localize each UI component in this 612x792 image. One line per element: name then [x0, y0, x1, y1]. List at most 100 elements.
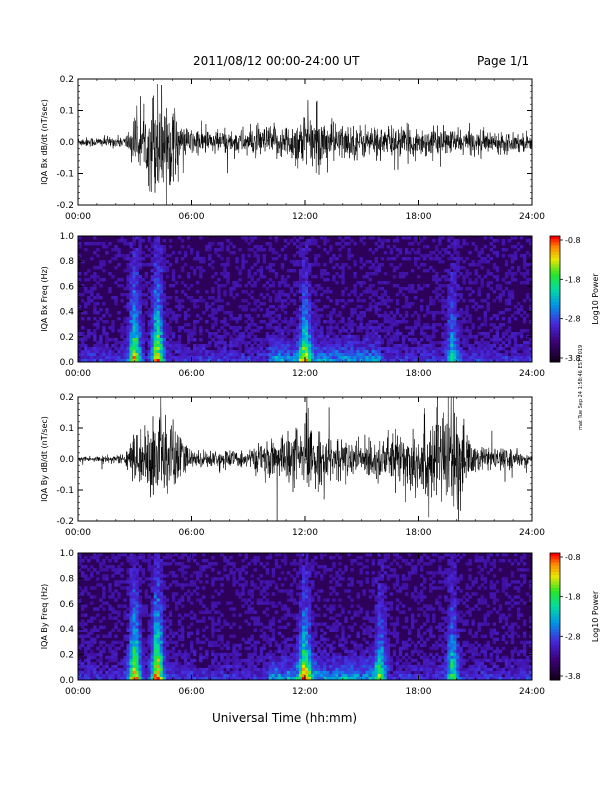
- heatmap-cell: [202, 604, 206, 608]
- heatmap-cell: [389, 317, 394, 321]
- heatmap-cell: [513, 347, 518, 351]
- heatmap-cell: [513, 356, 518, 360]
- heatmap-cell: [480, 332, 484, 336]
- heatmap-cell: [144, 655, 148, 660]
- heatmap-cell: [262, 314, 266, 318]
- heatmap-cell: [165, 586, 170, 590]
- heatmap-cell: [462, 275, 466, 279]
- heatmap-cell: [456, 284, 460, 288]
- heatmap-cell: [150, 619, 154, 623]
- heatmap-cell: [126, 308, 130, 312]
- heatmap-cell: [196, 577, 200, 581]
- heatmap-cell: [156, 308, 161, 312]
- heatmap-cell: [183, 350, 188, 354]
- heatmap-cell: [214, 335, 218, 339]
- heatmap-cell: [217, 248, 221, 252]
- heatmap-cell: [362, 341, 366, 345]
- series-line: [77, 396, 533, 522]
- heatmap-cell: [177, 302, 182, 306]
- heatmap-cell: [196, 347, 200, 351]
- heatmap-cell: [338, 341, 342, 345]
- heatmap-cell: [444, 311, 448, 315]
- heatmap-cell: [177, 359, 182, 363]
- colorbar-tick-label: -0.8: [565, 236, 581, 245]
- heatmap-cell: [417, 314, 421, 318]
- heatmap-cell: [247, 652, 251, 657]
- heatmap-cell: [199, 646, 203, 651]
- heatmap-cell: [153, 595, 158, 599]
- heatmap-cell: [141, 251, 145, 255]
- heatmap-cell: [519, 305, 524, 309]
- heatmap-cell: [174, 574, 179, 578]
- heatmap-cell: [462, 311, 466, 315]
- heatmap-cell: [368, 332, 372, 336]
- heatmap-cell: [371, 320, 375, 324]
- heatmap-cell: [398, 287, 403, 291]
- heatmap-cell: [253, 359, 257, 363]
- heatmap-cell: [159, 320, 164, 324]
- heatmap-cell: [271, 248, 276, 252]
- heatmap-cell: [525, 269, 530, 273]
- heatmap-cell: [268, 341, 273, 345]
- heatmap-cell: [147, 326, 151, 330]
- heatmap-cell: [347, 359, 351, 363]
- heatmap-cell: [486, 341, 490, 345]
- heatmap-cell: [347, 350, 351, 354]
- heatmap-cell: [208, 350, 212, 354]
- heatmap-cell: [165, 335, 170, 339]
- heatmap-cell: [235, 329, 239, 333]
- heatmap-cell: [132, 637, 136, 642]
- heatmap-cell: [150, 320, 154, 324]
- heatmap-cell: [432, 344, 436, 348]
- heatmap-cell: [229, 353, 233, 357]
- heatmap-cell: [323, 263, 327, 267]
- heatmap-cell: [156, 293, 161, 297]
- heatmap-cell: [129, 616, 133, 620]
- x-tick-label: 18:00: [406, 369, 432, 379]
- heatmap-cell: [153, 631, 158, 635]
- heatmap-cell: [323, 341, 327, 345]
- heatmap-cell: [129, 260, 133, 264]
- heatmap-cell: [162, 257, 167, 261]
- heatmap-cell: [84, 670, 88, 675]
- heatmap-cell: [208, 640, 212, 645]
- heatmap-cell: [395, 359, 400, 363]
- heatmap-cell: [126, 559, 130, 563]
- heatmap-cell: [138, 236, 142, 240]
- heatmap-cell: [259, 275, 263, 279]
- heatmap-cell: [81, 311, 85, 315]
- heatmap-cell: [171, 640, 176, 645]
- heatmap-cell: [138, 338, 142, 342]
- heatmap-cell: [153, 245, 158, 249]
- heatmap-cell: [126, 317, 130, 321]
- heatmap-cell: [220, 634, 224, 638]
- heatmap-cell: [177, 338, 182, 342]
- heatmap-cell: [99, 338, 103, 342]
- heatmap-cell: [247, 604, 251, 608]
- heatmap-cell: [144, 332, 148, 336]
- heatmap-cell: [168, 610, 173, 614]
- heatmap-cell: [356, 305, 360, 309]
- heatmap-cell: [211, 308, 215, 312]
- colorbar-swatch: [550, 299, 560, 303]
- heatmap-cell: [214, 353, 218, 357]
- heatmap-cell: [120, 344, 124, 348]
- heatmap-cell: [183, 655, 188, 660]
- heatmap-cell: [489, 257, 493, 261]
- heatmap-cell: [159, 664, 164, 669]
- heatmap-cell: [138, 293, 142, 297]
- heatmap-cell: [498, 323, 503, 327]
- heatmap-cell: [183, 356, 188, 360]
- heatmap-cell: [153, 589, 158, 593]
- heatmap-cell: [153, 619, 158, 623]
- heatmap-cell: [465, 359, 469, 363]
- heatmap-cell: [229, 242, 233, 246]
- heatmap-cell: [150, 613, 154, 617]
- heatmap-cell: [141, 568, 145, 572]
- heatmap-cell: [295, 356, 300, 360]
- heatmap-cell: [232, 317, 236, 321]
- heatmap-cell: [338, 350, 342, 354]
- heatmap-cell: [223, 556, 227, 560]
- heatmap-cell: [190, 251, 194, 255]
- heatmap-cell: [202, 634, 206, 638]
